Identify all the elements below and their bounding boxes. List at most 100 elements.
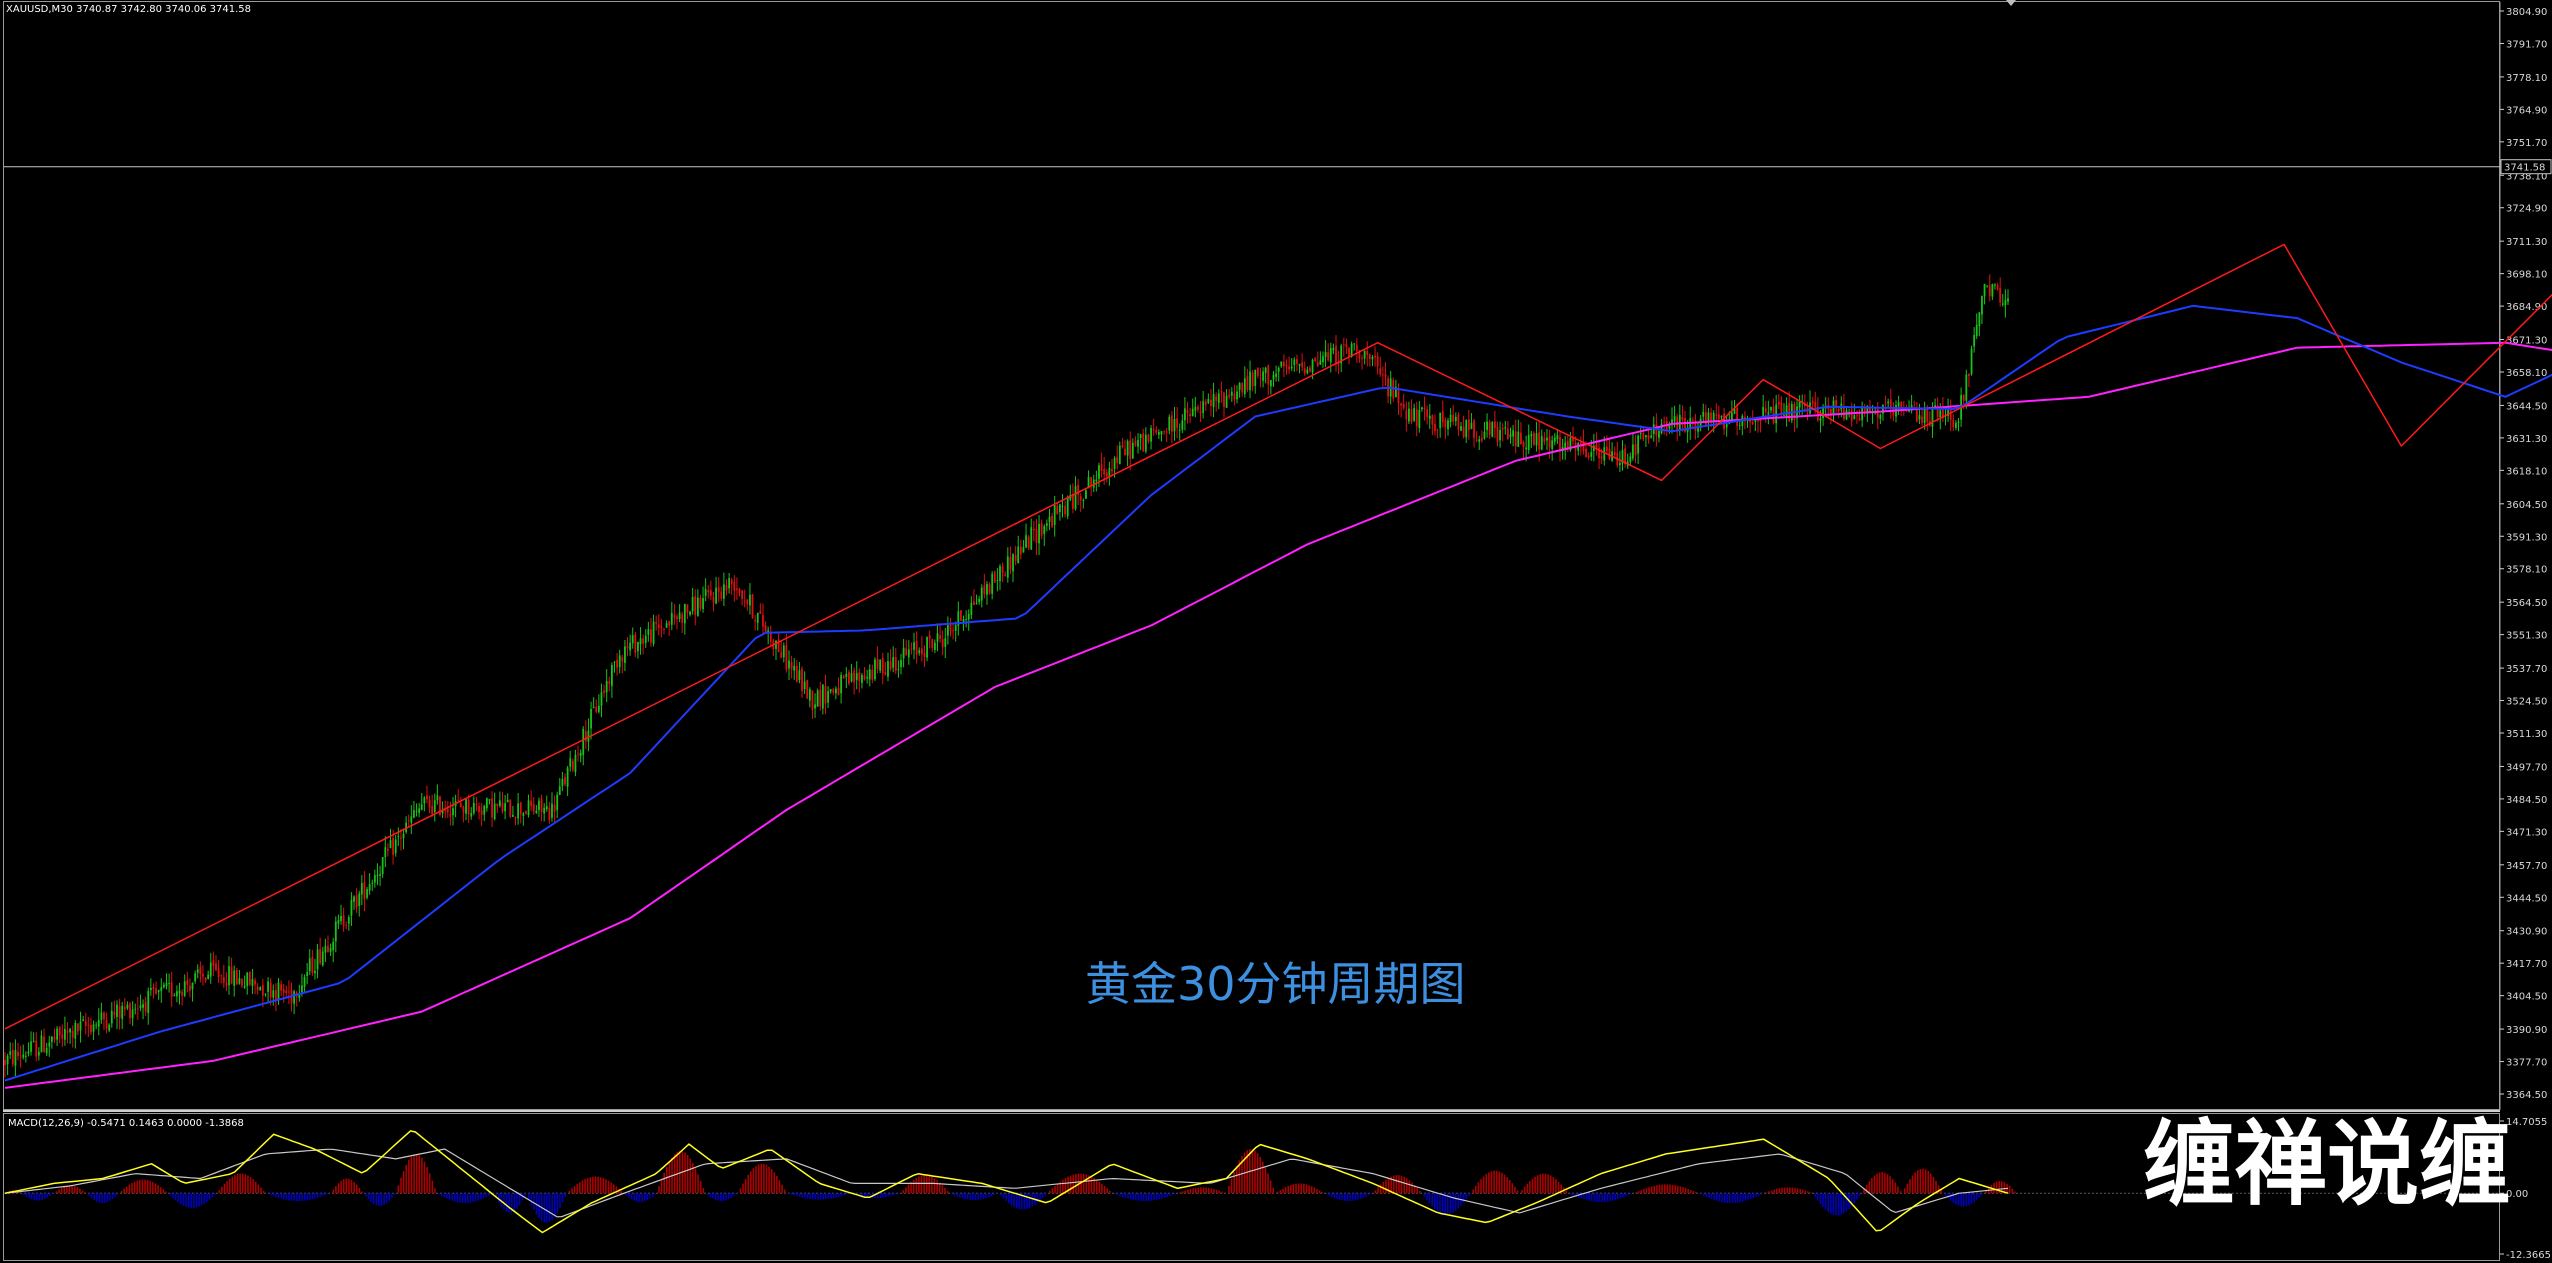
candle-body — [874, 659, 876, 680]
candle-body — [691, 596, 694, 612]
candle-body — [1124, 448, 1126, 456]
candle-body — [853, 670, 856, 683]
candle-body — [814, 704, 816, 709]
candle-body — [311, 957, 314, 973]
price-tick-label: 3484.50 — [2506, 795, 2547, 806]
candle-body — [1783, 415, 1785, 416]
candle-body — [1892, 408, 1895, 416]
candle-body — [144, 1001, 147, 1012]
candle-body — [525, 811, 527, 815]
candle-body — [517, 803, 520, 819]
candle-body — [1564, 442, 1567, 449]
candle-body — [1707, 412, 1710, 423]
candle-body — [657, 624, 660, 628]
candle-body — [1559, 436, 1561, 450]
candle-body — [673, 614, 676, 618]
candle-body — [1522, 441, 1525, 448]
candle-body — [887, 661, 889, 677]
candle-body — [1280, 361, 1283, 367]
candle-body — [61, 1034, 64, 1039]
candle-body — [1095, 479, 1098, 482]
candle-body — [1116, 456, 1119, 463]
candle-body — [743, 600, 746, 602]
candle-body — [1267, 365, 1270, 385]
candle-body — [1415, 409, 1418, 427]
candle-body — [1678, 414, 1681, 430]
candle-body — [1397, 388, 1400, 404]
candle-body — [1394, 386, 1397, 398]
candle-body — [1749, 420, 1752, 423]
candle-body — [1178, 430, 1181, 431]
candle-body — [1139, 434, 1142, 439]
candle-body — [1358, 350, 1361, 359]
candle-body — [1488, 421, 1491, 435]
symbol-info: XAUUSD,M30 3740.87 3742.80 3740.06 3741.… — [6, 4, 251, 15]
candle-body — [668, 621, 671, 626]
candle-body — [962, 619, 965, 623]
candle-body — [1590, 452, 1593, 457]
price-tick-label: 3457.70 — [2506, 861, 2547, 872]
candle-body — [1353, 343, 1356, 345]
candle-body — [996, 580, 999, 581]
candle-body — [485, 798, 488, 809]
candle-body — [1462, 426, 1465, 438]
candle-body — [1137, 439, 1139, 447]
candle-body — [228, 966, 230, 986]
candle-body — [66, 1030, 69, 1033]
candle-body — [22, 1054, 25, 1058]
candle-body — [1285, 364, 1288, 367]
candle-body — [1869, 407, 1871, 414]
candle-body — [1981, 296, 1983, 315]
candle-body — [347, 917, 350, 924]
candle-body — [1246, 376, 1249, 391]
macd-tick-label: 0.00 — [2506, 1189, 2528, 1200]
candle-body — [1486, 421, 1488, 430]
candle-body — [176, 991, 178, 997]
candle-body — [1785, 405, 1788, 417]
chart-shift-marker-icon[interactable] — [2006, 0, 2016, 6]
candle-body — [1402, 403, 1405, 408]
candle-body — [1483, 432, 1486, 439]
candle-body — [1936, 405, 1939, 418]
candle-body — [316, 949, 319, 970]
candle-body — [256, 986, 259, 990]
candle-body — [1619, 463, 1621, 466]
candle-body — [1038, 523, 1040, 544]
candle-body — [368, 884, 371, 891]
candle-body — [960, 610, 962, 621]
candle-body — [1496, 426, 1499, 443]
candle-body — [1035, 528, 1038, 543]
candle-body — [1720, 415, 1723, 418]
candle-body — [821, 684, 824, 709]
candle-body — [1228, 394, 1231, 397]
candle-body — [345, 925, 348, 927]
candle-body — [267, 981, 269, 992]
candle-body — [74, 1022, 77, 1039]
candle-body — [650, 629, 652, 643]
price-tick-label: 3564.50 — [2506, 598, 2547, 609]
candle-body — [1025, 535, 1027, 548]
candle-body — [1509, 434, 1512, 438]
candle-body — [1410, 409, 1413, 423]
candle-body — [553, 805, 556, 812]
candle-body — [217, 968, 220, 977]
candle-body — [1629, 456, 1632, 463]
candle-body — [1163, 430, 1165, 432]
candle-body — [1423, 407, 1426, 410]
candle-body — [1157, 432, 1160, 435]
candle-body — [355, 895, 358, 908]
candle-body — [631, 635, 634, 644]
candle-body — [118, 1006, 121, 1018]
candle-body — [1371, 356, 1374, 360]
candle-body — [1434, 423, 1436, 432]
candle-body — [261, 985, 264, 996]
candle-body — [754, 620, 757, 622]
price-tick-label: 3618.10 — [2506, 466, 2547, 477]
candle-body — [1579, 442, 1582, 444]
price-tick-label: 3377.70 — [2506, 1058, 2547, 1069]
candle-body — [1269, 380, 1272, 387]
price-tick-label: 3591.30 — [2506, 532, 2547, 543]
candle-body — [1671, 419, 1673, 425]
